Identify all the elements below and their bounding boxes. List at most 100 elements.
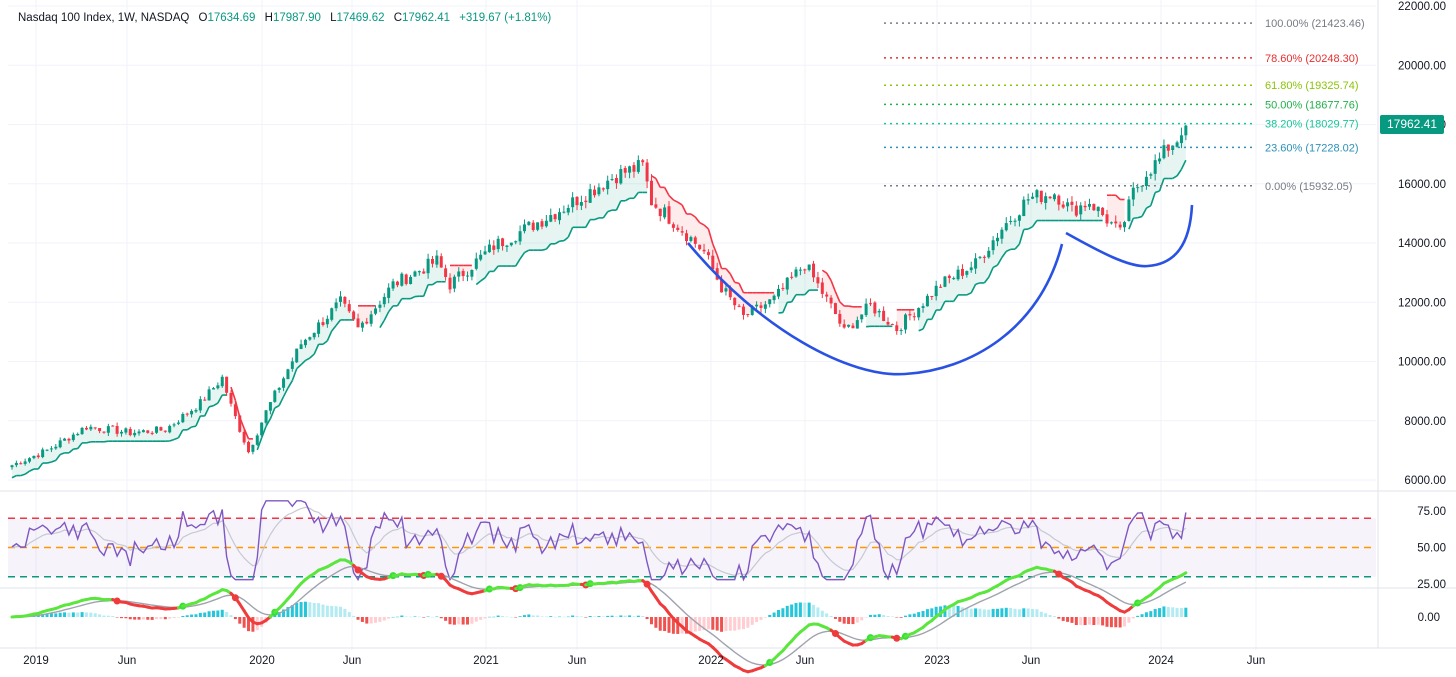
supertrend-segment [545, 243, 552, 250]
candle [1026, 193, 1030, 205]
macd-panel[interactable]: 0.00 [10, 558, 1441, 674]
candle-body [352, 311, 356, 320]
macd-histogram-bar [1004, 607, 1008, 617]
macd-tick: 0.00 [1418, 612, 1440, 624]
macd-histogram-bar [461, 617, 465, 625]
candle [14, 460, 18, 468]
candle [833, 302, 837, 315]
candle [1131, 182, 1135, 207]
symbol-title[interactable]: Nasdaq 100 Index, 1W, NASDAQ [18, 12, 190, 24]
candle [141, 429, 145, 433]
candle [286, 368, 290, 380]
macd-histogram-bar [755, 617, 759, 622]
macd-histogram-bar [391, 616, 395, 618]
low-label: L [330, 12, 337, 24]
supertrend-fill [493, 243, 499, 272]
candle-body [1000, 229, 1004, 239]
supertrend-segment [839, 301, 845, 307]
macd-histogram-bar [1171, 607, 1175, 617]
candle [536, 222, 540, 232]
candle [1166, 144, 1170, 157]
candle [124, 427, 128, 435]
supertrend-fill [953, 274, 959, 302]
price-tick: 14000.00 [1398, 238, 1446, 250]
candle-body [807, 264, 811, 270]
candle-body [956, 269, 960, 280]
macd-histogram-bar [1044, 613, 1048, 617]
candle [49, 446, 53, 453]
macd-histogram-bar [798, 602, 802, 617]
supertrend-fill [1015, 218, 1020, 250]
supertrend-segment [169, 438, 175, 442]
macd-histogram-bar [483, 617, 487, 619]
macd-histogram-bar [685, 617, 689, 634]
macd-histogram-bar [400, 615, 404, 617]
supertrend-fill [1120, 199, 1125, 227]
macd-histogram-bar [163, 617, 167, 620]
time-axis[interactable]: 2019 Jun 2020 Jun 2021 Jun 2022 Jun 2023 Jun 2024 J… [23, 655, 1265, 667]
candle-body [325, 318, 329, 325]
candle-body [1074, 205, 1078, 216]
macd-histogram-bar [715, 617, 719, 631]
macd-histogram-bar [737, 617, 741, 630]
candle-body [851, 325, 855, 329]
supertrend-fill [174, 423, 179, 440]
candlestick-series[interactable] [10, 124, 1188, 470]
candle-body [1004, 223, 1008, 231]
macd-line-segment [1179, 571, 1188, 577]
candle-body [220, 376, 224, 387]
macd-histogram-bar [133, 617, 137, 620]
cup-annotation[interactable] [686, 204, 1194, 376]
macd-histogram-bar [308, 602, 312, 617]
supertrend-fill [1032, 193, 1037, 227]
candle [1118, 221, 1122, 230]
candle [352, 310, 356, 321]
candle [947, 274, 951, 284]
macd-histogram-bar [1057, 617, 1061, 619]
candle [737, 303, 741, 308]
rsi-panel[interactable]: 75.00 50.00 25.00 [8, 500, 1446, 591]
candle-body [645, 162, 649, 182]
macd-histogram-bar [641, 616, 645, 617]
candle-body [614, 177, 618, 184]
candle-body [947, 275, 951, 278]
candle-body [536, 222, 540, 230]
fibonacci-levels[interactable]: 100.00% (21423.46) 78.60% (20248.30) 61.80… [884, 18, 1365, 193]
macd-histogram-bar [321, 604, 325, 617]
supertrend-segment [983, 276, 990, 284]
candle-body [155, 426, 159, 433]
macd-histogram-bar [369, 617, 373, 624]
supertrend-segment [567, 226, 574, 238]
macd-histogram-bar [855, 617, 859, 623]
candle-body [930, 295, 934, 297]
candle [588, 183, 592, 204]
macd-histogram-bar [982, 609, 986, 617]
candle-body [593, 189, 597, 196]
candle [264, 409, 268, 425]
candle-body [685, 233, 689, 242]
candle [28, 457, 32, 464]
candle-body [141, 430, 145, 433]
candle [755, 301, 759, 310]
macd-histogram-bar [413, 616, 417, 617]
candle [1092, 203, 1096, 211]
candle-body [439, 256, 443, 268]
supertrend-segment [966, 292, 972, 296]
time-tick: 2023 [924, 655, 950, 667]
candle-body [825, 294, 829, 297]
candle-body [1066, 202, 1070, 207]
supertrend-fill [1150, 166, 1156, 206]
candle [829, 295, 833, 309]
supertrend-segment [939, 300, 946, 311]
candle-body [1105, 214, 1109, 224]
candle-body [562, 211, 566, 213]
candle-body [128, 429, 132, 436]
macd-histogram-bar [908, 614, 912, 617]
candle-body [1114, 221, 1118, 224]
supertrend-segment [203, 406, 210, 417]
fib-level: 0.00% (15932.05) [884, 181, 1352, 193]
macd-histogram-bar [378, 617, 382, 622]
supertrend-fill [139, 431, 144, 442]
candle-body [728, 287, 732, 298]
